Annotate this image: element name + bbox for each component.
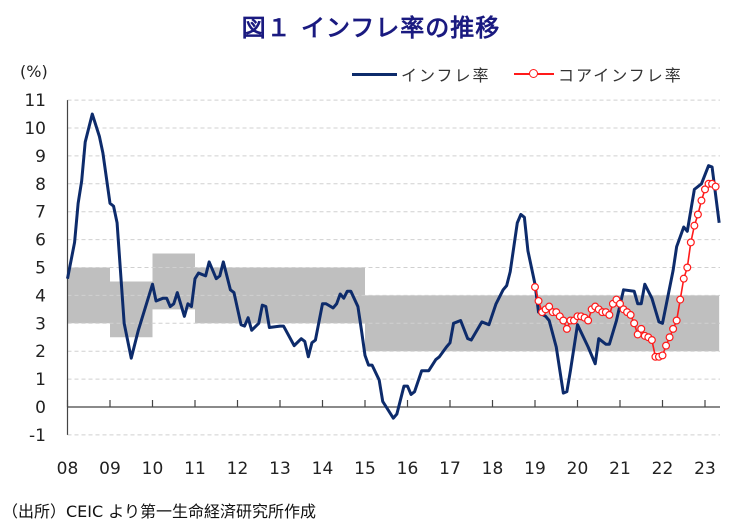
core-data-point [530, 283, 539, 292]
core-data-point [693, 210, 702, 219]
core-data-point [545, 302, 554, 311]
y-tick-label: 4 [35, 286, 46, 306]
core-data-point [562, 324, 571, 333]
target-band [67, 253, 720, 352]
core-data-point [665, 333, 674, 342]
source-note: （出所）CEIC より第一生命経済研究所作成 [2, 502, 316, 521]
x-tick-label: 22 [652, 459, 674, 479]
legend-marker-swatch-core [514, 69, 554, 78]
core-data-point [615, 299, 624, 308]
y-tick-label: 11 [24, 91, 46, 111]
core-data-point [683, 263, 692, 272]
legend-item-core: コアインフレ率 [514, 62, 683, 86]
core-data-point [700, 185, 709, 194]
x-tick-label: 17 [439, 459, 461, 479]
x-tick-label: 10 [142, 459, 164, 479]
x-tick-label: 15 [354, 459, 376, 479]
core-data-point [679, 274, 688, 283]
series-line-inflation [66, 112, 721, 420]
y-tick-label: 9 [35, 147, 46, 167]
x-tick-label: 20 [567, 459, 589, 479]
legend-item-inflation: インフレ率 [352, 62, 491, 86]
x-tick-label: 21 [609, 459, 631, 479]
core-data-point [686, 238, 695, 247]
legend-label-core: コアインフレ率 [558, 66, 683, 85]
legend-label-inflation: インフレ率 [401, 66, 491, 85]
core-data-point [662, 341, 671, 350]
y-tick-label: 7 [35, 203, 46, 223]
core-data-point [697, 196, 706, 205]
core-data-point [672, 316, 681, 325]
x-tick-label: 14 [312, 459, 334, 479]
x-tick-label: 18 [482, 459, 504, 479]
x-tick-label: 13 [269, 459, 291, 479]
core-data-point [658, 351, 667, 360]
x-tick-label: 08 [57, 459, 79, 479]
chart-title: 図１ インフレ率の推移 [241, 14, 501, 42]
y-tick-label: 2 [35, 342, 46, 362]
y-tick-label: 5 [35, 259, 46, 279]
core-data-point [637, 324, 646, 333]
x-tick-label: 23 [694, 459, 716, 479]
core-data-point [534, 296, 543, 305]
y-tick-label: 0 [35, 398, 46, 418]
y-axis-unit-label: (%) [20, 62, 48, 81]
core-data-point [711, 182, 720, 191]
x-tick-label: 11 [184, 459, 206, 479]
core-data-point [626, 310, 635, 319]
x-tick-label: 19 [524, 459, 546, 479]
x-tick-label: 12 [227, 459, 249, 479]
y-tick-label: 6 [35, 231, 46, 251]
core-data-point [669, 324, 678, 333]
y-tick-label: 3 [35, 314, 46, 334]
y-tick-label: 8 [35, 175, 46, 195]
legend-line-swatch-inflation [352, 72, 397, 76]
core-data-point [559, 316, 568, 325]
x-tick-label: 16 [397, 459, 419, 479]
core-data-point [605, 310, 614, 319]
core-data-point [584, 316, 593, 325]
core-data-point [647, 336, 656, 345]
core-data-point [676, 295, 685, 304]
y-tick-label: 1 [35, 370, 46, 390]
core-data-point [630, 319, 639, 328]
x-tick-label: 09 [99, 459, 121, 479]
y-tick-label: 10 [24, 119, 46, 139]
y-tick-label: -1 [29, 426, 46, 446]
core-data-point [690, 221, 699, 230]
